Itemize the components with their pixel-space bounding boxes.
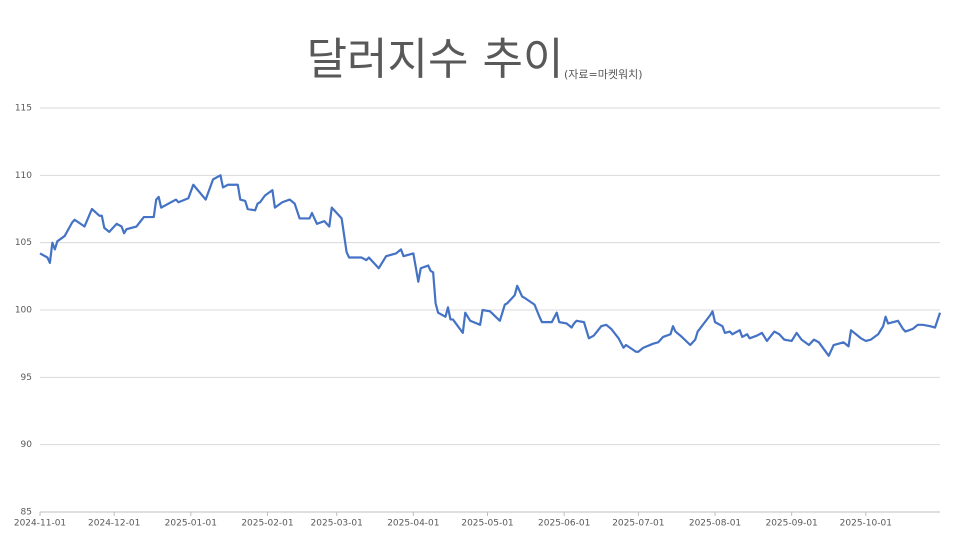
y-tick-label: 105 — [15, 238, 32, 248]
chart-title: 달러지수 추이 — [307, 34, 564, 85]
x-tick-label: 2024-11-01 — [14, 519, 66, 529]
x-tick-label: 2025-10-01 — [840, 519, 892, 529]
x-tick-label: 2025-09-01 — [765, 519, 817, 529]
x-tick-label: 2025-07-01 — [612, 519, 664, 529]
y-tick-label: 115 — [15, 104, 32, 114]
y-tick-label: 90 — [21, 440, 33, 450]
x-tick-label: 2025-02-01 — [241, 519, 293, 529]
y-tick-label: 110 — [15, 171, 32, 181]
x-tick-label: 2024-12-01 — [88, 519, 140, 529]
x-tick-label: 2025-01-01 — [165, 519, 217, 529]
x-tick-label: 2025-06-01 — [538, 519, 590, 529]
x-tick-label: 2025-04-01 — [387, 519, 439, 529]
x-tick-label: 2025-05-01 — [461, 519, 513, 529]
x-tick-label: 2025-03-01 — [311, 519, 363, 529]
y-tick-label: 95 — [21, 373, 32, 383]
chart-subtitle: (자료=마켓워치) — [564, 68, 643, 81]
y-tick-label: 100 — [15, 306, 32, 316]
x-tick-label: 2025-08-01 — [689, 519, 741, 529]
data-line — [39, 174, 942, 357]
y-tick-label: 85 — [21, 508, 32, 518]
